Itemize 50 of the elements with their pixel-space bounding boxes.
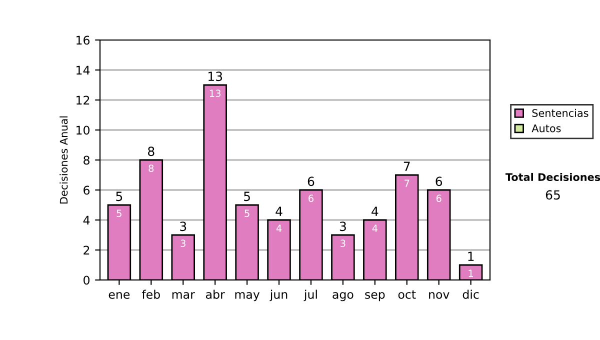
x-tick-label: ago bbox=[332, 292, 354, 302]
x-tick-label: ene bbox=[108, 292, 130, 299]
text: 65 bbox=[546, 190, 560, 200]
x-tick-label: dic bbox=[462, 290, 479, 299]
x-tick-label: sep bbox=[365, 292, 385, 302]
y-tick-label: 2 bbox=[84, 246, 90, 254]
y-tick-label: 12 bbox=[76, 96, 90, 104]
y-axis-title: Decisiones Anual bbox=[60, 116, 68, 204]
y-tick-label: 14 bbox=[76, 66, 90, 74]
data-label: 8 bbox=[148, 164, 154, 172]
x-tick-label: jun bbox=[270, 290, 288, 302]
y-tick-label: 10 bbox=[76, 126, 90, 135]
total-label: 5 bbox=[244, 192, 250, 202]
data-label: 3 bbox=[340, 240, 346, 248]
data-label: 4 bbox=[276, 224, 282, 232]
x-tick-label: abr bbox=[206, 290, 225, 299]
x-tick-label: oct bbox=[398, 290, 416, 299]
total-label: 5 bbox=[116, 192, 122, 202]
total-label: 3 bbox=[180, 222, 186, 232]
data-label: 3 bbox=[180, 240, 186, 248]
x-tick-label: feb bbox=[142, 290, 160, 299]
total-label: 6 bbox=[308, 176, 314, 186]
total-label: 6 bbox=[436, 176, 442, 186]
total-label: 1 bbox=[468, 252, 474, 261]
y-tick-label: 0 bbox=[84, 276, 90, 285]
total-label: 7 bbox=[404, 162, 410, 171]
total-label: 8 bbox=[148, 146, 154, 156]
legend-label: Sentencias bbox=[532, 108, 588, 117]
y-tick-label: 8 bbox=[84, 156, 90, 165]
y-tick-label: 6 bbox=[84, 186, 90, 195]
data-label: 5 bbox=[116, 210, 122, 218]
total-label: 3 bbox=[340, 222, 346, 232]
data-label: 1 bbox=[468, 270, 474, 277]
data-label: 13 bbox=[210, 90, 220, 98]
x-tick-label: may bbox=[235, 292, 260, 302]
total-label: 4 bbox=[276, 206, 282, 216]
data-label: 5 bbox=[244, 210, 250, 218]
y-tick-label: 4 bbox=[83, 216, 90, 224]
x-tick-label: jul bbox=[304, 290, 317, 302]
x-tick-label: nov bbox=[429, 292, 450, 299]
text: Total Decisiones bbox=[505, 172, 600, 182]
total-label: 13 bbox=[208, 72, 222, 82]
x-tick-label: mar bbox=[172, 292, 195, 299]
data-label: 7 bbox=[404, 180, 410, 187]
data-label: 6 bbox=[308, 194, 314, 202]
total-label: 4 bbox=[372, 206, 378, 216]
legend-label: Autos bbox=[532, 124, 561, 132]
data-label: 4 bbox=[372, 224, 378, 232]
y-tick-label: 16 bbox=[76, 36, 90, 45]
data-label: 6 bbox=[436, 194, 442, 202]
